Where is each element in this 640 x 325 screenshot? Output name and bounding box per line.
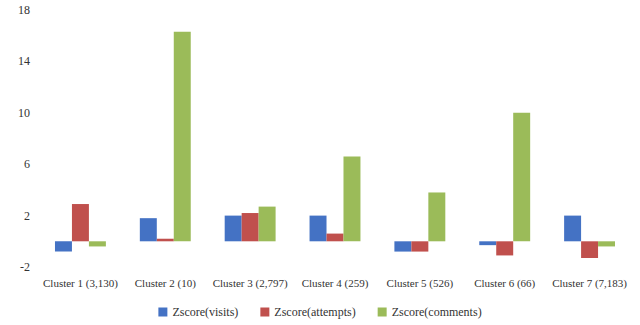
svg-text:Cluster 6 (66): Cluster 6 (66)	[474, 277, 535, 290]
svg-text:18: 18	[18, 3, 30, 17]
svg-text:2: 2	[24, 209, 30, 223]
svg-text:Zscore(visits): Zscore(visits)	[172, 305, 238, 319]
svg-text:10: 10	[18, 106, 30, 120]
svg-text:Cluster 7 (7,183): Cluster 7 (7,183)	[552, 277, 627, 290]
svg-text:Zscore(attempts): Zscore(attempts)	[274, 305, 355, 319]
svg-text:-2: -2	[20, 260, 30, 274]
svg-text:Zscore(comments): Zscore(comments)	[392, 305, 482, 319]
svg-text:Cluster 3 (2,797): Cluster 3 (2,797)	[213, 277, 288, 290]
svg-text:Cluster 2 (10): Cluster 2 (10)	[135, 277, 196, 290]
svg-text:6: 6	[24, 157, 30, 171]
svg-text:14: 14	[18, 54, 30, 68]
svg-text:Cluster 5 (526): Cluster 5 (526)	[387, 277, 454, 290]
svg-text:Cluster 4 (259): Cluster 4 (259)	[302, 277, 369, 290]
svg-text:Cluster 1 (3,130): Cluster 1 (3,130)	[43, 277, 118, 290]
